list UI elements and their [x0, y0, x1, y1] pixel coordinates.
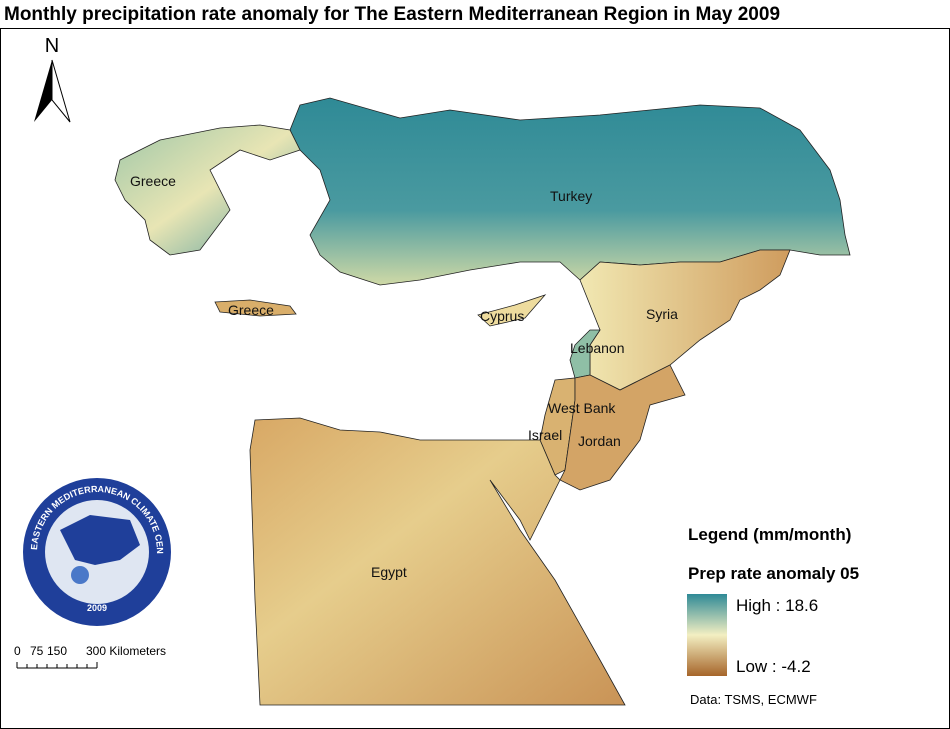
country-label: Greece [130, 173, 176, 189]
legend-ramp [687, 594, 727, 676]
country-labels: Greece Turkey Greece Cyprus Syria Lebano… [130, 173, 678, 580]
legend: Legend (mm/month) Prep rate anomaly 05 H… [687, 525, 859, 707]
country-label: Syria [646, 306, 678, 322]
country-label: Greece [228, 302, 274, 318]
countries [114, 97, 851, 706]
scale-bar: 0 75 150 300 Kilometers [14, 644, 166, 669]
lebanon [569, 329, 601, 379]
country-label: Israel [528, 427, 562, 443]
scale-label: 150 [47, 644, 67, 658]
country-label: Jordan [578, 433, 621, 449]
country-label: Egypt [371, 564, 407, 580]
north-arrow [34, 60, 52, 122]
legend-layer: Prep rate anomaly 05 [688, 564, 859, 583]
north-arrow [51, 59, 71, 123]
logo-text: EASTERN MEDITERRANEAN CLIMATE CENTRE [0, 0, 165, 554]
data-source: Data: TSMS, ECMWF [690, 692, 817, 707]
legend-low: Low : -4.2 [736, 657, 811, 676]
country-label: West Bank [548, 400, 616, 416]
egypt [249, 417, 626, 706]
logo-year: 2009 [87, 603, 107, 613]
map-title: Monthly precipitation rate anomaly for T… [4, 4, 780, 25]
crete [214, 299, 297, 317]
scale-label: 300 Kilometers [86, 644, 166, 658]
scale-label: 75 [30, 644, 44, 658]
legend-heading: Legend (mm/month) [688, 525, 851, 544]
logo: EASTERN MEDITERRANEAN CLIMATE CENTRE 200… [0, 0, 173, 628]
country-label: Turkey [550, 188, 592, 204]
north-label: N [45, 35, 59, 57]
country-label: Cyprus [480, 308, 524, 324]
jordan [559, 364, 686, 491]
greece [114, 124, 301, 256]
country-label: Lebanon [570, 340, 625, 356]
scale-label: 0 [14, 644, 21, 658]
syria [579, 249, 791, 391]
legend-high: High : 18.6 [736, 596, 818, 615]
cyprus [477, 294, 547, 327]
